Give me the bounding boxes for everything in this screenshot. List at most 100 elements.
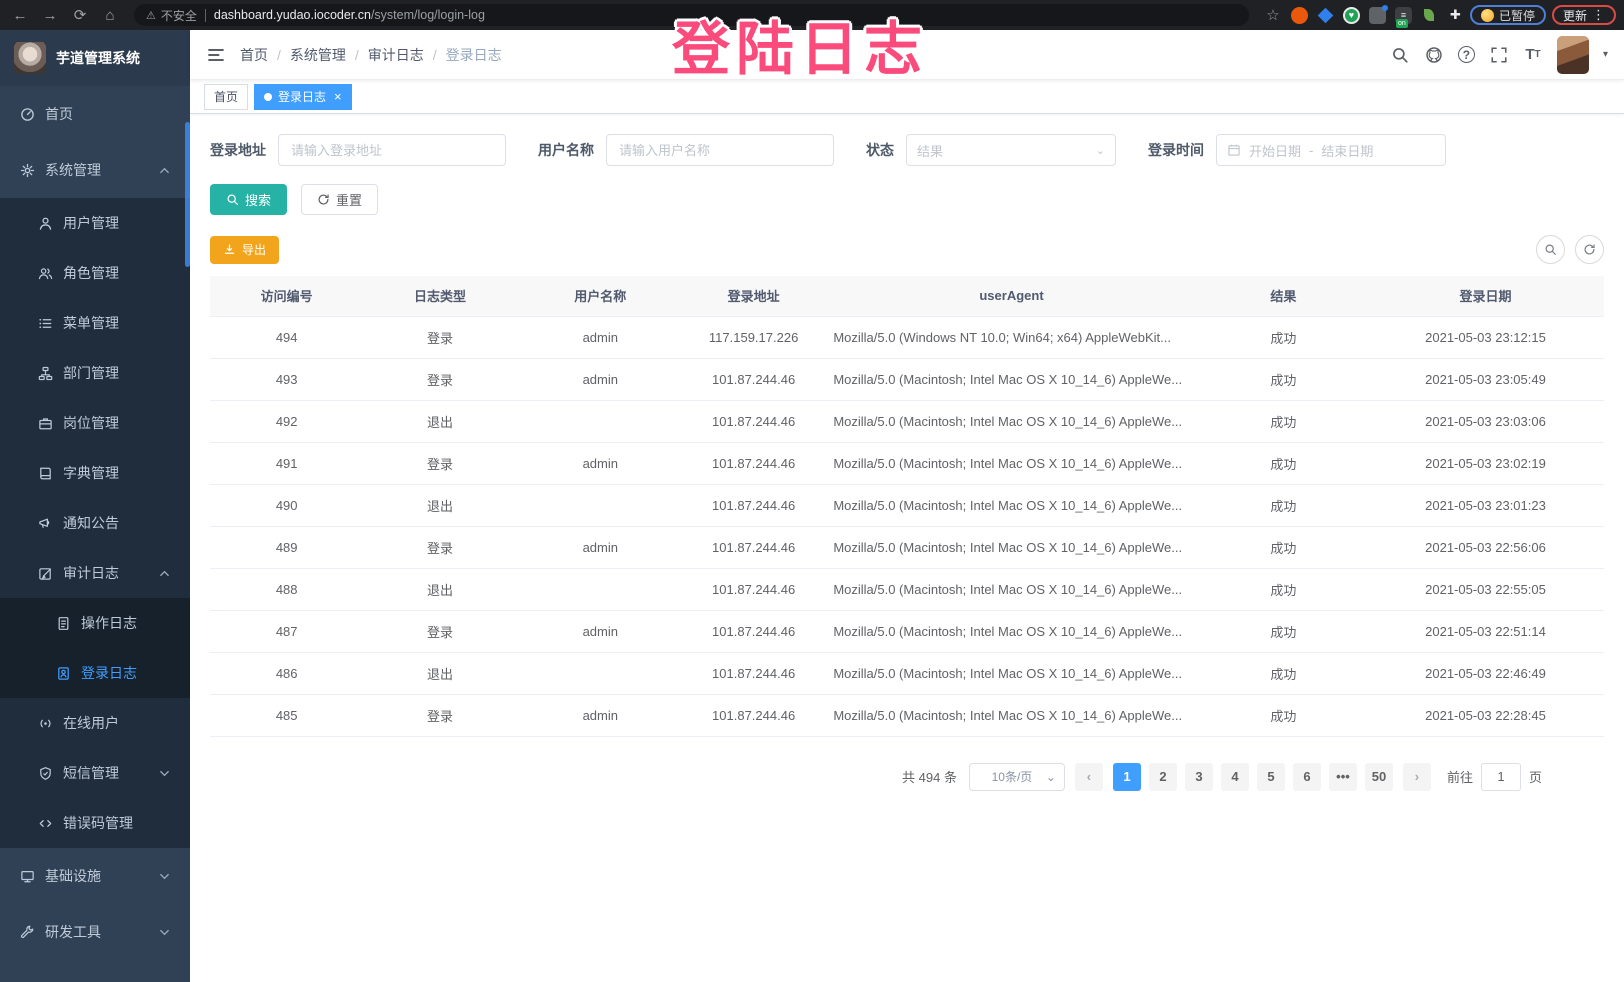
code-icon <box>38 816 53 831</box>
browser-back-icon[interactable]: ← <box>12 6 28 24</box>
column-header-type[interactable]: 日志类型 <box>363 276 517 317</box>
breadcrumb-item[interactable]: 系统管理 <box>289 46 346 63</box>
page-button-4[interactable]: 4 <box>1220 762 1249 791</box>
page-button-50[interactable]: 50 <box>1364 762 1393 791</box>
page-button-3[interactable]: 3 <box>1184 762 1213 791</box>
sidebar-item-system[interactable]: 系统管理 <box>0 142 190 198</box>
page-button-5[interactable]: 5 <box>1256 762 1285 791</box>
extension-green-icon[interactable]: ♥ <box>1342 6 1360 24</box>
column-header-date[interactable]: 登录日期 <box>1366 276 1604 317</box>
chrome-update-button[interactable]: 更新 ⋮ <box>1551 5 1616 25</box>
table-row[interactable]: 487 登录 admin 101.87.244.46 Mozilla/5.0 (Maci… <box>210 610 1604 653</box>
sidebar-item-notice[interactable]: 通知公告 <box>0 498 190 548</box>
login-address-input[interactable] <box>278 134 506 166</box>
column-header-result[interactable]: 结果 <box>1199 276 1367 317</box>
github-icon[interactable] <box>1424 45 1444 65</box>
page-size-select[interactable]: 10条/页 ⌄ <box>968 762 1065 791</box>
sidebar-item-operate-log[interactable]: 操作日志 <box>0 598 190 648</box>
tab-label: 首页 <box>214 90 239 104</box>
cell-ua: Mozilla/5.0 (Macintosh; Intel Mac OS X 1… <box>823 694 1200 737</box>
status-select[interactable]: 结果 ⌄ <box>906 134 1116 166</box>
sidebar-item-error-code[interactable]: 错误码管理 <box>0 798 190 848</box>
extension-orange-icon[interactable] <box>1290 6 1308 24</box>
sidebar-item-audit-log[interactable]: 审计日志 <box>0 548 190 598</box>
export-button[interactable]: 导出 <box>210 235 280 264</box>
table-row[interactable]: 491 登录 admin 101.87.244.46 Mozilla/5.0 (Maci… <box>210 442 1604 485</box>
fullscreen-icon[interactable] <box>1489 45 1509 65</box>
header-search-icon[interactable] <box>1390 45 1410 65</box>
browser-menu-icon[interactable]: ⋮ <box>1592 7 1605 22</box>
table-row[interactable]: 494 登录 admin 117.159.17.226 Mozilla/5.0 (Win… <box>210 316 1604 359</box>
tags-view: 首页 登录日志 × <box>190 80 1624 114</box>
sidebar-item-dict-mgmt[interactable]: 字典管理 <box>0 448 190 498</box>
table-row[interactable]: 490 退出 101.87.244.46 Mozilla/5.0 (Macintosh… <box>210 484 1604 527</box>
page-button-2[interactable]: 2 <box>1148 762 1177 791</box>
not-secure-badge[interactable]: ⚠ 不安全 <box>146 7 197 24</box>
sidebar-item-user-mgmt[interactable]: 用户管理 <box>0 198 190 248</box>
column-header-ua[interactable]: userAgent <box>823 276 1200 317</box>
table-row[interactable]: 485 登录 admin 101.87.244.46 Mozilla/5.0 (Maci… <box>210 694 1604 737</box>
cell-result: 成功 <box>1199 316 1367 359</box>
hamburger-icon[interactable] <box>206 45 226 65</box>
sidebar-item-role-mgmt[interactable]: 角色管理 <box>0 248 190 298</box>
sidebar-item-infra[interactable]: 基础设施 <box>0 848 190 904</box>
bookmark-star-icon[interactable]: ☆ <box>1266 7 1280 24</box>
breadcrumb-item[interactable]: 审计日志 <box>367 46 424 63</box>
address-bar[interactable]: ⚠ 不安全 dashboard.yudao.iocoder.cn/system/… <box>134 4 1249 26</box>
table-row[interactable]: 492 退出 101.87.244.46 Mozilla/5.0 (Macintosh… <box>210 400 1604 443</box>
goto-page-input[interactable] <box>1480 762 1521 791</box>
cell-ua: Mozilla/5.0 (Macintosh; Intel Mac OS X 1… <box>823 358 1200 401</box>
reset-button[interactable]: 重置 <box>301 184 379 215</box>
column-header-ip[interactable]: 登录地址 <box>683 276 824 317</box>
extension-plant-icon[interactable] <box>1421 7 1438 24</box>
sidebar-scrollbar-thumb[interactable] <box>185 122 190 267</box>
prev-page-button[interactable]: ‹ <box>1074 762 1103 791</box>
page-button-6[interactable]: 6 <box>1292 762 1321 791</box>
sidebar-item-dev-tools[interactable]: 研发工具 <box>0 904 190 960</box>
sync-paused-button[interactable]: 已暂停 <box>1469 5 1546 25</box>
table-row[interactable]: 489 登录 admin 101.87.244.46 Mozilla/5.0 (Maci… <box>210 526 1604 569</box>
help-icon[interactable]: ? <box>1457 46 1475 63</box>
user-avatar[interactable] <box>1556 35 1589 74</box>
sidebar-item-login-log[interactable]: 登录日志 <box>0 648 190 698</box>
column-header-user[interactable]: 用户名称 <box>516 276 684 317</box>
tab-login-log[interactable]: 登录日志 × <box>254 83 352 110</box>
table-row[interactable]: 486 退出 101.87.244.46 Mozilla/5.0 (Macintosh… <box>210 652 1604 695</box>
refresh-table-button[interactable] <box>1575 235 1604 264</box>
gear-icon <box>20 163 35 178</box>
cell-result: 成功 <box>1199 610 1367 653</box>
breadcrumb-item[interactable]: 首页 <box>240 46 268 63</box>
book-icon <box>38 466 53 481</box>
search-button[interactable]: 搜索 <box>210 184 288 215</box>
sidebar-item-home[interactable]: 首页 <box>0 86 190 142</box>
sidebar-item-online-users[interactable]: 在线用户 <box>0 698 190 748</box>
extension-list-icon[interactable]: ≡ on <box>1394 6 1412 28</box>
sidebar-item-dept-mgmt[interactable]: 部门管理 <box>0 348 190 398</box>
end-date-placeholder: 结束日期 <box>1321 143 1374 159</box>
sidebar-item-menu-mgmt[interactable]: 菜单管理 <box>0 298 190 348</box>
date-range-picker[interactable]: 开始日期 - 结束日期 <box>1216 134 1446 166</box>
browser-reload-icon[interactable]: ⟳ <box>73 7 87 24</box>
extension-gem-icon[interactable] <box>1317 7 1334 24</box>
page-button-1[interactable]: 1 <box>1112 762 1141 791</box>
app-logo-row[interactable]: 芋道管理系统 <box>0 30 190 86</box>
table-row[interactable]: 488 退出 101.87.244.46 Mozilla/5.0 (Macintosh… <box>210 568 1604 611</box>
warning-icon: ⚠ <box>146 9 156 22</box>
extensions-puzzle-icon[interactable]: ✚ <box>1450 7 1461 22</box>
column-header-id[interactable]: 访问编号 <box>210 276 364 317</box>
tab-home[interactable]: 首页 <box>204 83 249 110</box>
table-row[interactable]: 493 登录 admin 101.87.244.46 Mozilla/5.0 (Maci… <box>210 358 1604 401</box>
username-input[interactable] <box>606 134 834 166</box>
browser-home-icon[interactable]: ⌂ <box>105 6 115 24</box>
next-page-button[interactable]: › <box>1402 762 1431 791</box>
toggle-search-button[interactable] <box>1536 235 1565 264</box>
sidebar-item-post-mgmt[interactable]: 岗位管理 <box>0 398 190 448</box>
close-icon[interactable]: × <box>334 89 342 104</box>
avatar-caret-icon[interactable]: ▾ <box>1602 49 1608 60</box>
sidebar-item-sms-mgmt[interactable]: 短信管理 <box>0 748 190 798</box>
browser-forward-icon[interactable]: → <box>42 6 58 24</box>
more-pages-button[interactable]: ••• <box>1328 762 1357 791</box>
extension-grid-icon[interactable] <box>1368 4 1388 24</box>
pagination-total: 共 494 条 <box>902 770 957 785</box>
